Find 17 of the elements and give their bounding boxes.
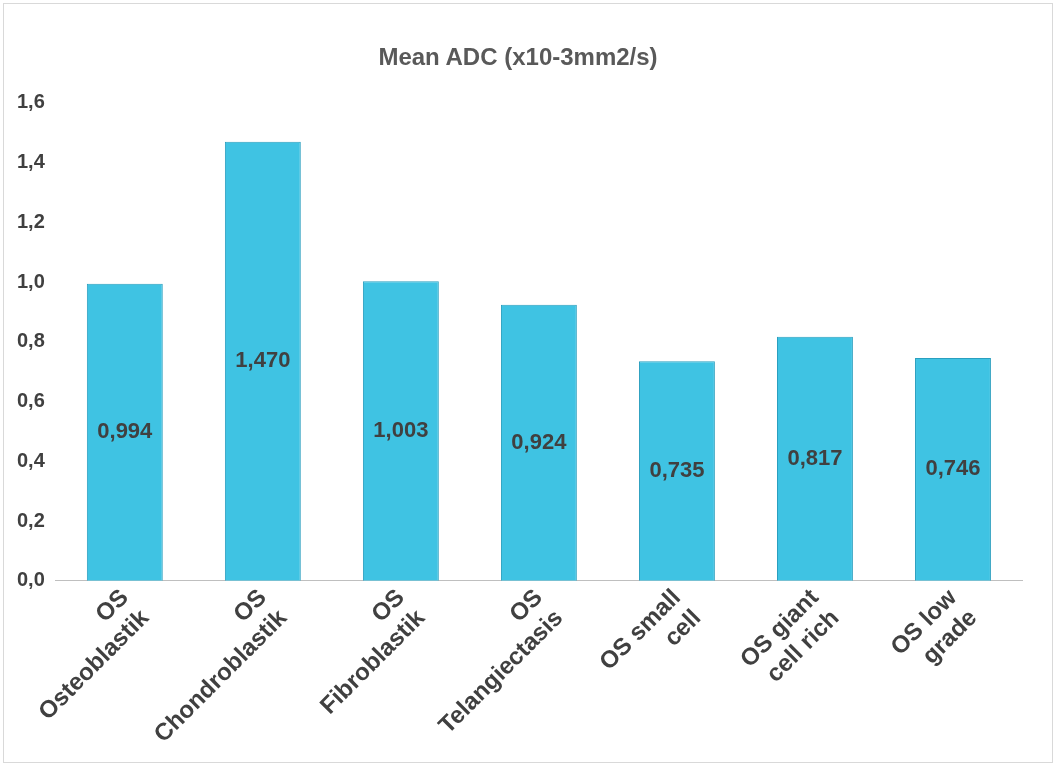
y-tick-label: 0,2 bbox=[16, 508, 45, 531]
chart-title: Mean ADC (x10-3mm2/s) bbox=[378, 43, 658, 71]
y-tick-label: 1,6 bbox=[16, 90, 45, 113]
data-label: 1,470 bbox=[235, 347, 291, 373]
data-label: 0,735 bbox=[649, 457, 705, 483]
y-tick-label: 0,4 bbox=[16, 448, 46, 471]
y-tick-label: 0,6 bbox=[16, 389, 45, 412]
y-tick-label: 0,8 bbox=[16, 329, 45, 352]
data-label: 0,746 bbox=[925, 455, 981, 481]
data-label: 0,994 bbox=[97, 418, 154, 444]
y-tick-label: 0,0 bbox=[16, 568, 45, 591]
data-label: 1,003 bbox=[373, 417, 429, 443]
y-tick-label: 1,4 bbox=[16, 150, 46, 173]
y-tick-label: 1,2 bbox=[16, 209, 45, 232]
data-label: 0,924 bbox=[511, 428, 568, 454]
data-label: 0,817 bbox=[787, 444, 843, 470]
y-tick-label: 1,0 bbox=[16, 269, 45, 292]
